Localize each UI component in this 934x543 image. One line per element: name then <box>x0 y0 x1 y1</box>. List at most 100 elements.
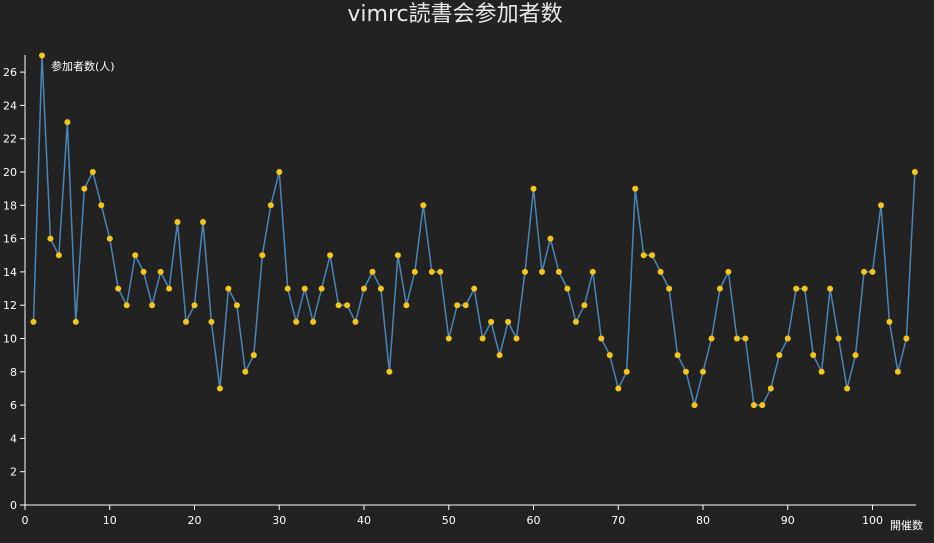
data-point <box>878 202 884 209</box>
data-point <box>149 302 156 309</box>
x-tick-label: 0 <box>22 514 29 527</box>
data-point <box>106 235 113 242</box>
data-point <box>200 219 206 225</box>
data-point <box>267 202 274 209</box>
data-point <box>64 119 71 126</box>
data-point <box>818 368 825 375</box>
data-point <box>835 335 842 342</box>
data-point <box>488 318 495 325</box>
data-point <box>674 352 681 359</box>
data-point <box>886 318 893 325</box>
data-point <box>666 285 673 292</box>
y-tick-label: 20 <box>3 166 17 179</box>
data-point <box>445 335 452 342</box>
data-point <box>403 302 410 309</box>
data-point <box>344 302 351 309</box>
data-point <box>513 335 520 342</box>
data-point <box>310 318 317 325</box>
data-point <box>861 268 867 275</box>
data-point <box>39 52 45 59</box>
data-point <box>428 268 435 275</box>
data-point <box>377 285 384 292</box>
data-point <box>683 368 689 375</box>
data-point <box>242 368 249 375</box>
data-point <box>572 318 579 325</box>
data-point <box>539 268 545 275</box>
data-point <box>581 302 588 309</box>
data-point <box>623 368 630 375</box>
data-point <box>522 268 528 275</box>
data-point <box>759 402 766 409</box>
data-point <box>89 169 96 175</box>
data-point <box>844 385 851 392</box>
data-point <box>140 268 147 275</box>
data-point <box>793 285 800 292</box>
data-point <box>496 352 503 359</box>
y-tick-label: 22 <box>3 133 17 146</box>
x-tick-label: 10 <box>103 514 117 527</box>
data-point <box>776 352 783 359</box>
x-tick-label: 50 <box>442 514 456 527</box>
y-tick-label: 16 <box>3 233 17 246</box>
data-point <box>132 252 139 259</box>
data-point <box>505 318 512 325</box>
x-tick-label: 30 <box>272 514 286 527</box>
data-point <box>733 335 740 342</box>
series-line <box>32 55 916 406</box>
data-point <box>649 252 656 259</box>
data-point <box>293 318 300 325</box>
data-point <box>852 352 859 359</box>
data-point <box>81 185 88 192</box>
data-point <box>632 185 639 192</box>
data-point <box>750 402 757 409</box>
x-tick-label: 100 <box>862 514 883 527</box>
x-ticks: 0 10 20 30 40 50 60 70 80 90 100 <box>22 505 883 527</box>
data-point <box>454 302 461 309</box>
data-point <box>691 402 698 409</box>
data-point <box>55 252 62 259</box>
data-point <box>725 268 732 275</box>
data-point <box>361 285 367 292</box>
data-point <box>462 302 469 309</box>
data-point <box>479 335 486 342</box>
y-tick-label: 26 <box>3 66 17 79</box>
data-point <box>327 252 334 259</box>
data-point <box>420 202 427 209</box>
x-tick-label: 60 <box>527 514 541 527</box>
x-tick-label: 80 <box>696 514 710 527</box>
data-point <box>640 252 647 259</box>
data-point <box>284 285 291 292</box>
data-point <box>615 385 622 392</box>
data-point <box>250 352 257 359</box>
y-tick-label: 18 <box>3 199 17 212</box>
data-point <box>157 268 164 275</box>
y-tick-label: 14 <box>3 266 17 279</box>
data-point <box>369 268 376 275</box>
data-point <box>225 285 232 292</box>
y-tick-label: 24 <box>3 99 17 112</box>
data-point <box>276 169 283 175</box>
data-point <box>47 235 54 242</box>
y-axis-label: 参加者数(人) <box>51 59 115 73</box>
data-point <box>716 285 723 292</box>
data-point <box>166 285 173 292</box>
data-point <box>191 302 198 309</box>
data-point <box>352 318 359 325</box>
data-point <box>801 285 808 292</box>
data-point <box>911 169 918 175</box>
data-point <box>810 352 817 359</box>
data-point <box>72 318 79 325</box>
data-point <box>564 285 571 292</box>
data-point <box>606 352 613 359</box>
data-point <box>708 335 715 342</box>
data-point <box>894 368 901 375</box>
data-point <box>394 252 401 259</box>
data-point <box>589 268 596 275</box>
y-tick-label: 8 <box>10 366 17 379</box>
x-tick-label: 70 <box>611 514 625 527</box>
x-axis-label: 開催数 <box>890 518 923 532</box>
data-point <box>98 202 105 209</box>
data-point <box>208 318 215 325</box>
y-tick-label: 2 <box>10 466 17 479</box>
